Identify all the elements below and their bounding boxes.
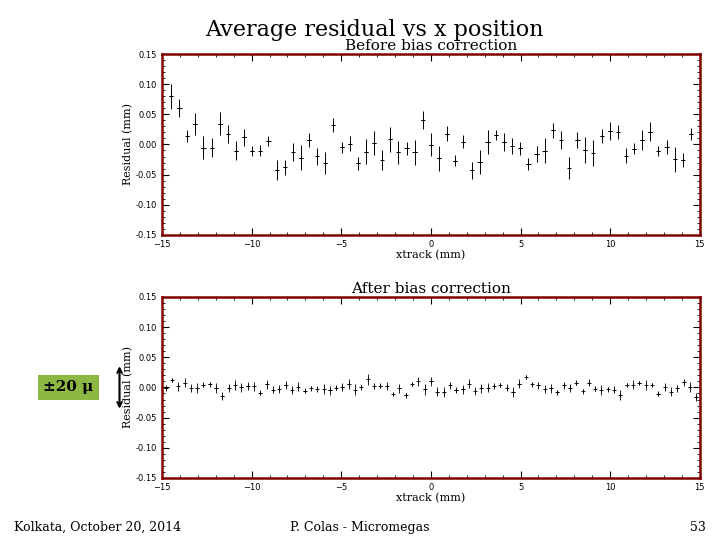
Y-axis label: Residual (mm): Residual (mm) — [122, 104, 133, 185]
Y-axis label: Residual (mm): Residual (mm) — [122, 347, 133, 428]
Text: Average residual vs x position: Average residual vs x position — [205, 19, 544, 41]
Title: Before bias correction: Before bias correction — [345, 39, 517, 53]
X-axis label: xtrack (mm): xtrack (mm) — [396, 250, 466, 260]
Title: After bias correction: After bias correction — [351, 282, 511, 296]
Text: 53: 53 — [690, 521, 706, 534]
Text: Kolkata, October 20, 2014: Kolkata, October 20, 2014 — [14, 521, 181, 534]
Text: ±20 μ: ±20 μ — [43, 381, 94, 394]
X-axis label: xtrack (mm): xtrack (mm) — [396, 493, 466, 503]
Text: P. Colas - Micromegas: P. Colas - Micromegas — [290, 521, 430, 534]
